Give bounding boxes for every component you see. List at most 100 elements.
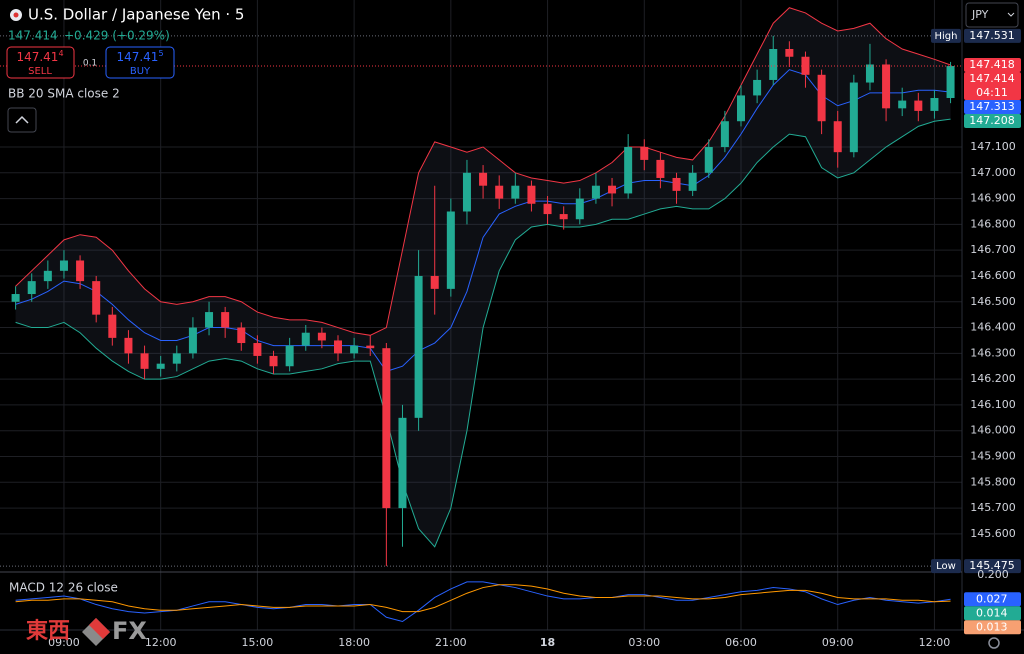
logo: 東西 FX [26, 617, 147, 646]
y-tick-label: 147.100 [970, 140, 1016, 153]
y-tick-label: 147.000 [970, 166, 1016, 179]
band-upper [15, 7, 951, 336]
candle-body [237, 327, 246, 344]
currency-label[interactable]: JPY [971, 8, 989, 21]
candle-body [269, 355, 278, 367]
y-tick-label: 146.700 [970, 243, 1016, 256]
price-tag [964, 28, 1021, 43]
candle-body [946, 66, 955, 99]
candle-body [656, 159, 665, 178]
sell-button[interactable]: 147.414 SELL [6, 46, 75, 79]
sell-price[interactable]: 147.414 [16, 49, 63, 64]
indicator-legend: BB 20 SMA close 2 [8, 87, 120, 101]
candle-body [720, 121, 729, 148]
candle-body [688, 172, 697, 191]
candle-body [188, 327, 197, 354]
y-tick-label: 145.900 [970, 450, 1016, 463]
candle-body [382, 348, 391, 509]
collapse-box[interactable] [7, 107, 37, 133]
price-tag [964, 99, 1021, 114]
buy-box[interactable] [105, 46, 175, 79]
y-tick-label: 146.300 [970, 346, 1016, 359]
candle-body [801, 56, 810, 75]
candle-body [59, 260, 68, 271]
candle-body [334, 340, 342, 354]
candle-body [205, 312, 214, 328]
candle-body [108, 314, 117, 338]
buy-price-pip[interactable]: 5 [158, 49, 163, 58]
candle-body [640, 147, 649, 160]
candle-body [156, 363, 165, 369]
sell-price-main[interactable]: 147.41 [16, 50, 58, 64]
macd-tag [964, 606, 1021, 621]
macd-tag-label: 0.014 [976, 606, 1008, 619]
macd-tag-label: 0.027 [976, 592, 1008, 605]
buy-price-main[interactable]: 147.41 [116, 50, 158, 64]
collapse-icon[interactable] [15, 115, 29, 124]
macd-legend: MACD 12 26 close [9, 581, 118, 595]
candle-body [849, 82, 858, 153]
currency-select[interactable]: JPY [965, 2, 1019, 28]
collapse-button[interactable] [7, 107, 37, 133]
y-tick-label: 145.700 [970, 501, 1016, 514]
band-middle [15, 69, 951, 372]
candle-body [527, 185, 536, 204]
y-tick-label: 146.500 [970, 295, 1016, 308]
candle-body [350, 345, 359, 354]
candle-body [285, 345, 294, 367]
flag-icon-dot [13, 12, 19, 18]
sell-box[interactable] [6, 46, 75, 79]
candle-body [43, 270, 52, 282]
currency-chevron[interactable] [1007, 12, 1015, 17]
sell-price-pip[interactable]: 4 [58, 49, 63, 58]
y-tick-label: 146.800 [970, 217, 1016, 230]
candle-body [76, 260, 85, 282]
candle-body [914, 100, 923, 111]
candle-body [317, 332, 326, 341]
buy-label[interactable]: BUY [130, 66, 151, 77]
symbol-title: U.S. Dollar / Japanese Yen · 5 [28, 6, 244, 24]
x-tick-label: 12:00 [919, 636, 951, 649]
band-lower [15, 118, 951, 548]
price-tag [964, 559, 1021, 574]
candle-body [930, 98, 939, 111]
macd-tag-label: 0.013 [976, 620, 1008, 633]
candle-body [624, 147, 633, 194]
candle-body [817, 74, 826, 122]
candle-body [882, 64, 891, 109]
buy-price[interactable]: 147.415 [116, 49, 163, 64]
candle-body [543, 203, 552, 215]
price-tag-label: 147.414 [969, 72, 1015, 85]
candle-body [753, 79, 762, 96]
spread: 0.1 [83, 59, 97, 69]
x-tick-label: 09:00 [48, 636, 80, 649]
candle-body [27, 281, 36, 295]
currency-box[interactable] [965, 2, 1019, 28]
y-tick-label: 145.600 [970, 527, 1016, 540]
y-tick-label: 146.100 [970, 398, 1016, 411]
y-tick-label: 146.000 [970, 424, 1016, 437]
candle-body [446, 211, 455, 289]
candle-body [865, 64, 874, 83]
price-tag [964, 71, 1021, 100]
buy-button[interactable]: 147.415 BUY [105, 46, 175, 79]
sell-label[interactable]: SELL [28, 66, 52, 77]
x-tick-label: 09:00 [822, 636, 854, 649]
logo-latin: FX [112, 617, 147, 645]
candle-body [591, 185, 600, 199]
candle-body [366, 345, 375, 349]
price-note-box [931, 28, 961, 43]
macd-line [15, 584, 951, 613]
x-tick-label: 21:00 [435, 636, 467, 649]
y-tick-label: 146.200 [970, 372, 1016, 385]
logo-mark-accent [89, 618, 110, 639]
candle-body [575, 198, 584, 220]
x-tick-label: 06:00 [725, 636, 757, 649]
settings-icon[interactable] [988, 637, 1000, 649]
candle-body [414, 275, 423, 418]
x-tick-label: 18 [540, 636, 555, 649]
price-tag-label: 145.475 [969, 559, 1015, 572]
y-tick-label: 146.900 [970, 192, 1016, 205]
candle-body [124, 337, 133, 354]
